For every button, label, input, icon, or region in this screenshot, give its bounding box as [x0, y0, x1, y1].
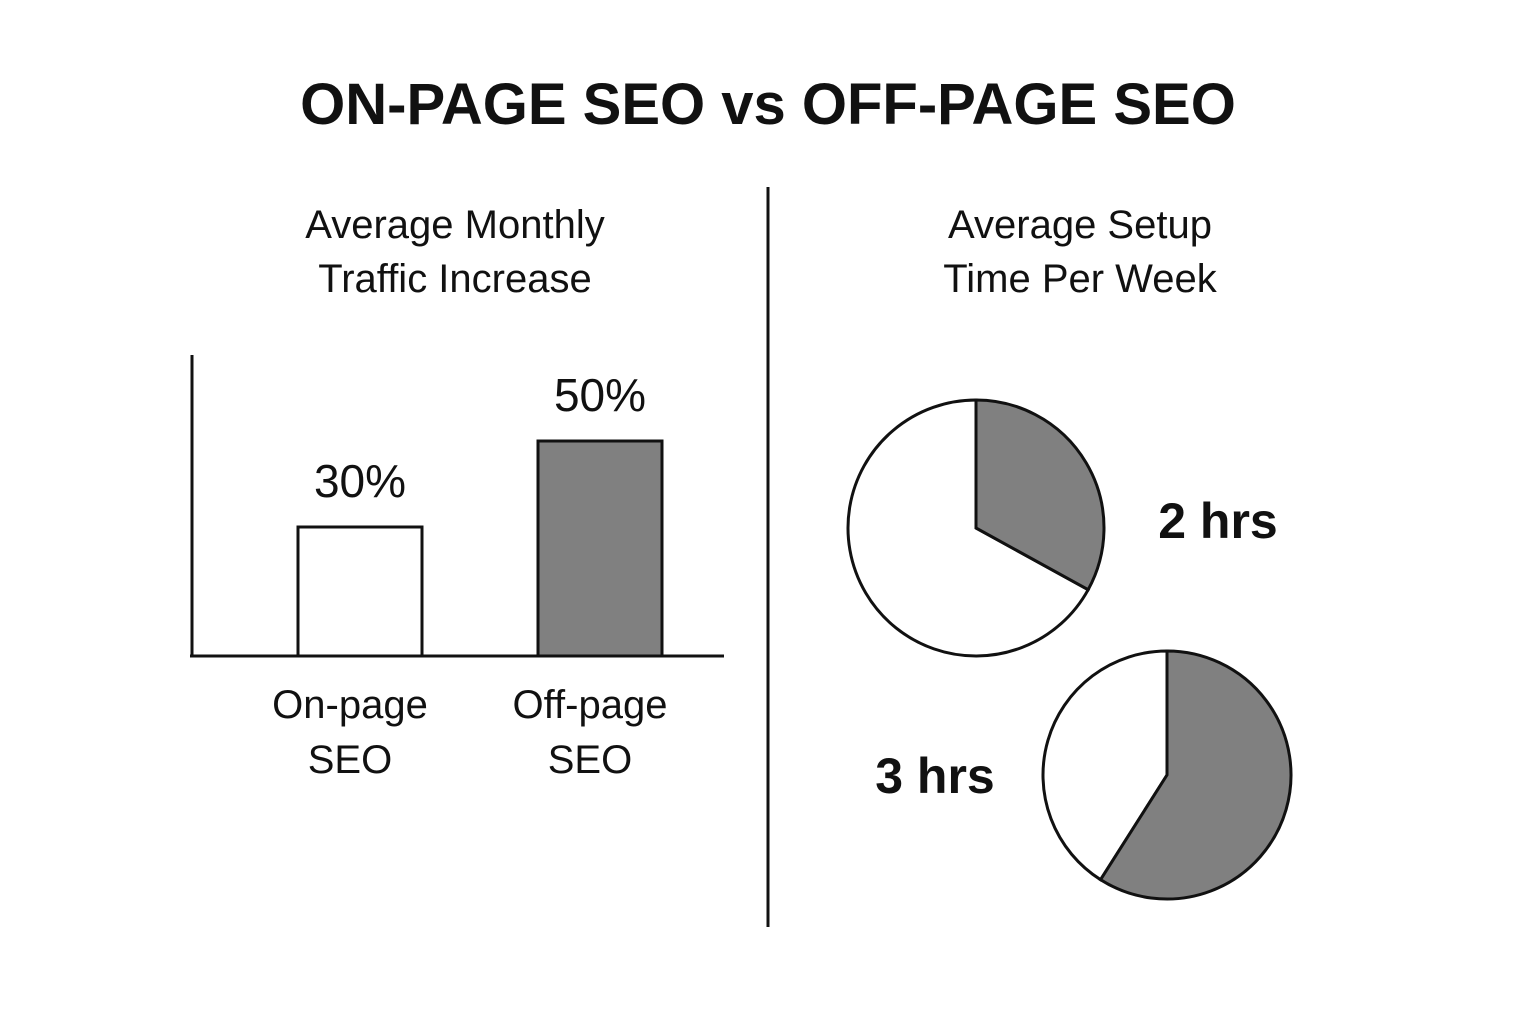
value-label: 3 hrs	[875, 748, 995, 804]
value-label: 30%	[314, 455, 406, 507]
main-title: ON-PAGE SEO vs OFF-PAGE SEO	[300, 72, 1236, 137]
value-label: 2 hrs	[1158, 493, 1278, 549]
pie-wedge	[1098, 649, 1293, 901]
bar-chart-title: Average Monthly Traffic Increase	[305, 203, 605, 301]
pie-chart-title: Average Setup Time Per Week	[943, 203, 1217, 301]
pie-wedge	[974, 398, 1106, 592]
bar	[296, 525, 424, 658]
value-label: 50%	[554, 369, 646, 421]
pie-wedge-rest	[846, 398, 1091, 658]
x-tick-label: On-page SEO	[272, 683, 428, 782]
x-tick-label: Off-page SEO	[512, 683, 668, 782]
bar	[536, 439, 664, 658]
